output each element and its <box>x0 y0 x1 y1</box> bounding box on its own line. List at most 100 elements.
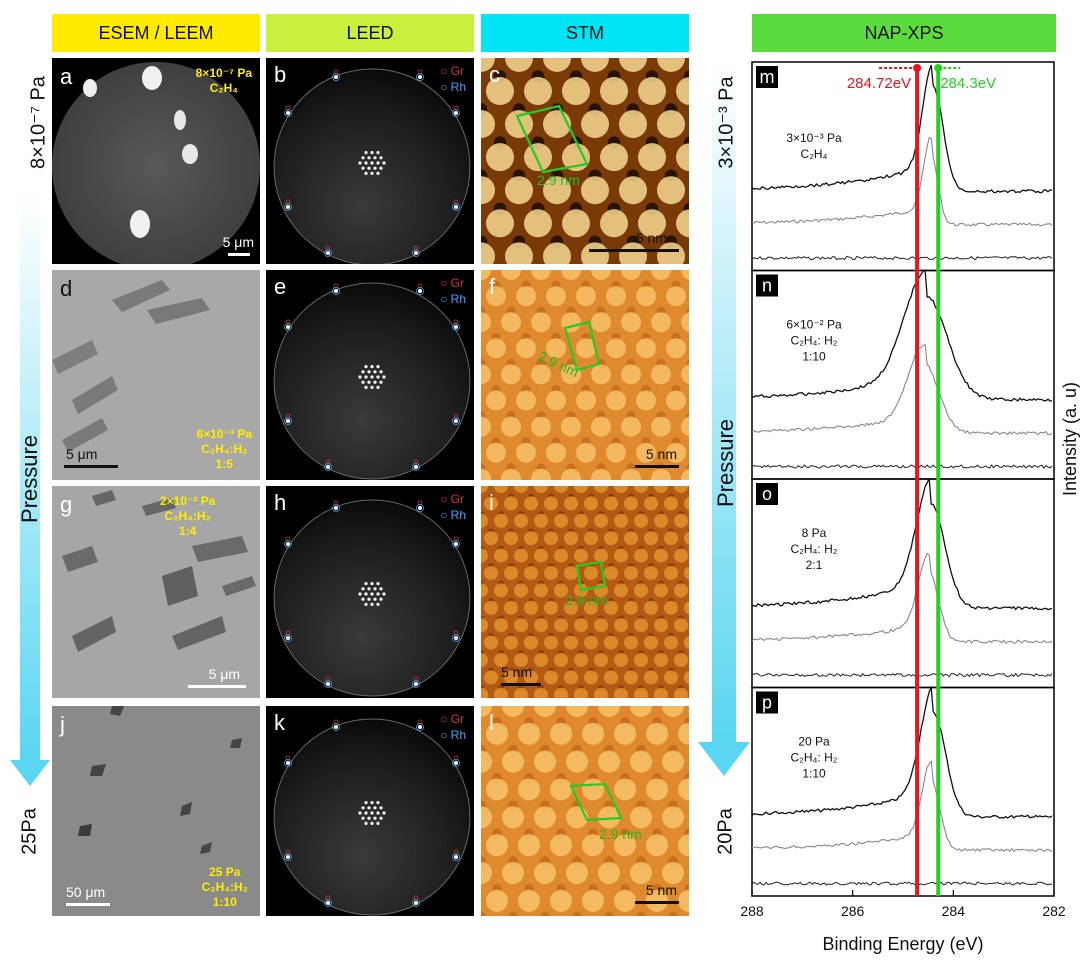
stm-spot <box>486 143 514 172</box>
left-axis-top: 8×10⁻⁷ Pa <box>27 76 50 169</box>
stm-spot <box>481 486 488 493</box>
leed-spot <box>414 682 418 686</box>
legend-rh: ○ Rh <box>440 79 466 94</box>
stm-spot <box>484 670 498 685</box>
leed-spot <box>286 205 290 209</box>
stm-spot <box>484 600 498 615</box>
stm-spot <box>681 416 689 437</box>
stm-spot <box>481 312 491 333</box>
stm-spot <box>494 687 508 698</box>
stm-spot <box>646 889 668 912</box>
stm-spot <box>524 496 538 511</box>
scale-label-i: 5 nm <box>501 664 533 680</box>
xps-panel-label-box <box>756 691 778 714</box>
esem-image-d <box>52 280 210 452</box>
leed-spot <box>334 75 338 79</box>
stm-spot <box>564 531 578 546</box>
leed-spot <box>454 111 458 115</box>
stm-spot <box>531 270 551 280</box>
stm-spot <box>657 58 685 72</box>
stm-spot <box>486 77 514 106</box>
stm-image-l <box>481 706 689 916</box>
stm-spot <box>566 706 588 717</box>
stm-spot <box>516 286 536 307</box>
rh-marker <box>332 73 340 81</box>
stm-spot <box>651 468 671 480</box>
stm-spot <box>621 364 641 385</box>
stm-spot <box>486 338 506 359</box>
stm-spot <box>514 513 528 528</box>
stm-spot <box>546 286 566 307</box>
stm-spot <box>564 566 578 580</box>
leed-spot <box>286 542 290 546</box>
unit-cell-outline <box>515 104 589 174</box>
rh-marker <box>284 634 292 642</box>
stm-spot <box>582 778 604 801</box>
stm-spot <box>514 583 528 598</box>
stm-spot <box>582 722 604 745</box>
gr-marker <box>453 849 459 855</box>
stm-spot <box>591 312 611 333</box>
stm-spot <box>614 583 628 598</box>
stm-spot <box>561 468 581 480</box>
stm-spot <box>594 687 608 698</box>
stm-spot <box>501 468 521 480</box>
rh-marker <box>332 287 340 295</box>
leed-spot <box>361 166 365 170</box>
stm-spot <box>584 600 598 615</box>
leed-spot <box>367 816 371 820</box>
stm-spot <box>481 58 495 72</box>
stm-spot <box>621 270 641 280</box>
unit-cell-outline <box>575 560 607 592</box>
legend-rh: ○ Rh <box>440 727 466 742</box>
leed-spot <box>370 161 374 165</box>
stm-spot <box>514 548 528 563</box>
stm-spot <box>501 270 521 280</box>
stm-spot <box>576 286 596 307</box>
gr-marker <box>285 536 291 542</box>
legend-rh-label: Rh <box>450 507 466 522</box>
stm-spot <box>606 442 626 463</box>
scale-label-l: 5 nm <box>645 882 677 898</box>
stm-spot <box>664 635 678 650</box>
pressure-arrow-left <box>10 190 50 786</box>
lattice-label: 2.9 nm <box>537 172 580 188</box>
leed-spot <box>376 602 380 606</box>
stm-spot <box>684 566 689 580</box>
legend-rh: ○ Rh <box>440 507 466 522</box>
stm-spot <box>684 635 689 650</box>
stm-spot <box>634 548 648 563</box>
stm-spot <box>636 338 656 359</box>
stm-spot <box>614 834 636 857</box>
leed-spot <box>382 161 386 165</box>
stm-spot <box>584 566 598 580</box>
header-stm: STM <box>481 14 689 52</box>
stm-spot <box>674 653 688 667</box>
xps-condition-text: C₂H₄ <box>801 147 828 161</box>
stm-spot <box>594 618 608 633</box>
leed-spot <box>454 761 458 765</box>
leed-spot <box>379 370 383 374</box>
xps-spectrum-trace <box>751 269 1053 402</box>
rh-marker <box>284 759 292 767</box>
stm-spot <box>481 270 491 280</box>
leed-spot <box>370 821 374 825</box>
leed-spot <box>361 156 365 160</box>
panel-i-stm: 2.9 nm i 5 nm <box>481 486 689 698</box>
stm-spot <box>666 338 686 359</box>
stm-spot <box>534 750 556 773</box>
leed-spot <box>286 325 290 329</box>
stm-spot <box>550 778 572 801</box>
stm-spot <box>621 416 641 437</box>
stm-spot <box>550 834 572 857</box>
stm-spot <box>486 209 514 238</box>
stm-spot <box>534 653 548 667</box>
stm-spot <box>544 496 558 511</box>
leed-spot <box>454 205 458 209</box>
stm-spot <box>576 338 596 359</box>
gr-marker <box>453 319 459 325</box>
stm-spot <box>504 531 518 546</box>
stm-spot <box>657 176 685 205</box>
rh-marker <box>452 759 460 767</box>
panel-label-d: d <box>60 276 73 301</box>
